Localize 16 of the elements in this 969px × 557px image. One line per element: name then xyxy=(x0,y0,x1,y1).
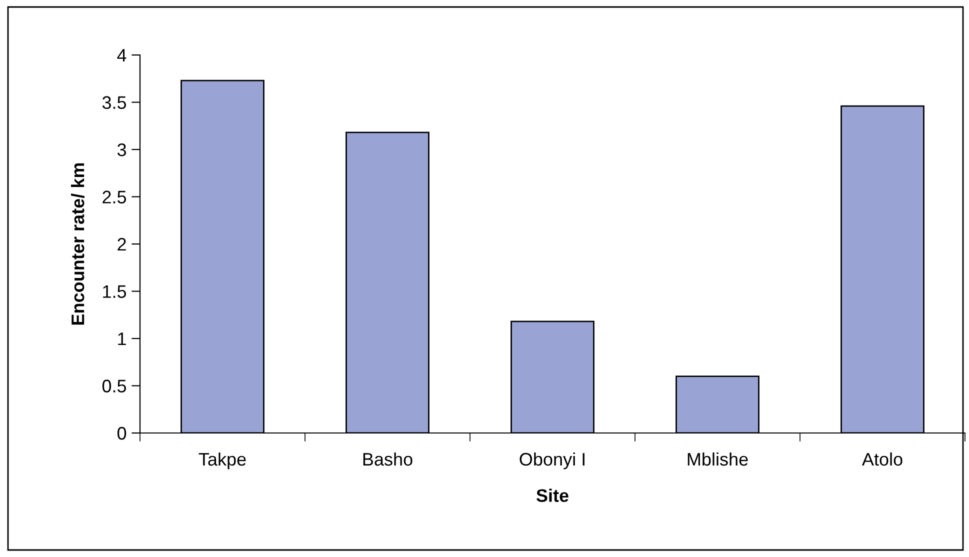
y-tick-label: 0.5 xyxy=(102,380,126,392)
y-tick-label: 1 xyxy=(118,332,126,346)
x-tick-label: Basho xyxy=(363,452,412,466)
x-tick-label: Mblishe xyxy=(688,452,748,466)
y-tick-label: 3 xyxy=(117,143,126,156)
x-axis-title: Site xyxy=(536,488,568,502)
x-tick-label: Takpe xyxy=(198,452,246,470)
y-axis-title: Encounter rate/ km xyxy=(70,163,84,325)
x-tick-label: Atolo xyxy=(862,452,902,466)
y-tick-label: 3.5 xyxy=(102,96,126,109)
y-tick-label: 0 xyxy=(117,426,126,440)
y-tick-label: 1.5 xyxy=(103,285,126,298)
y-tick-label: 2.5 xyxy=(102,190,126,204)
x-tick-label: Obonyi I xyxy=(520,452,584,470)
y-tick-label: 2 xyxy=(118,238,126,251)
y-tick-label: 4 xyxy=(117,49,126,62)
